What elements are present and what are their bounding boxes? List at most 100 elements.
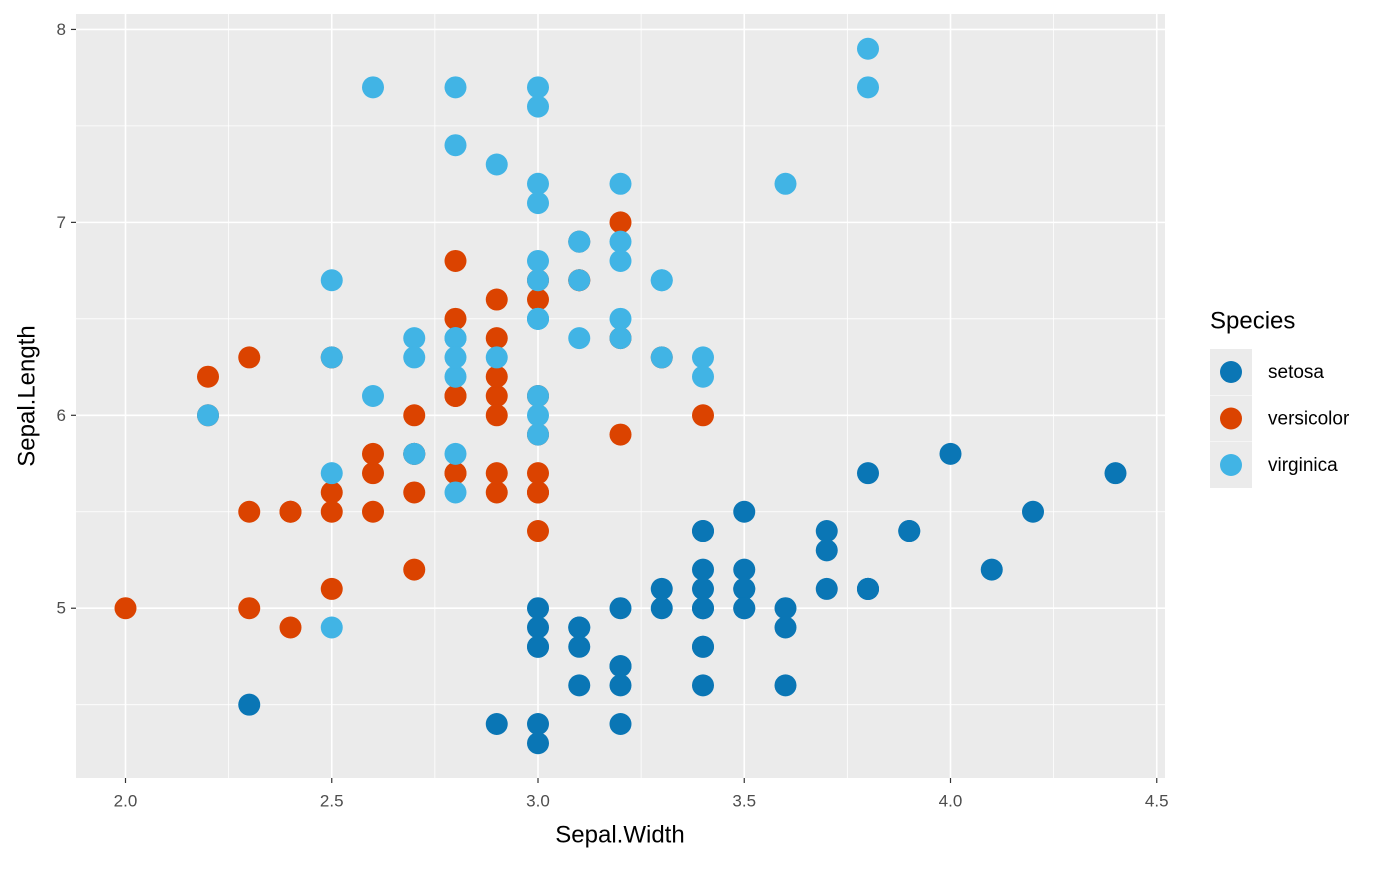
point — [609, 230, 632, 253]
point — [609, 674, 632, 697]
point — [238, 346, 261, 369]
x-tick-label: 3.5 — [732, 791, 756, 810]
x-tick-label: 2.5 — [320, 791, 344, 810]
point — [320, 577, 343, 600]
point — [650, 597, 673, 620]
point — [527, 423, 549, 446]
point — [238, 500, 261, 523]
point — [114, 597, 137, 620]
point — [609, 655, 632, 678]
point — [527, 597, 549, 620]
point — [774, 616, 797, 639]
point — [1104, 462, 1127, 485]
panel-background — [76, 14, 1165, 778]
point — [857, 37, 879, 60]
point — [444, 76, 467, 99]
point — [279, 616, 302, 639]
legend: Species setosa versicolor virginica — [1210, 307, 1350, 488]
point — [527, 288, 549, 311]
x-tick-label: 2.0 — [114, 791, 138, 810]
point — [403, 558, 426, 581]
point — [857, 462, 879, 485]
y-tick-label: 5 — [57, 599, 66, 618]
point — [444, 365, 467, 388]
point — [692, 365, 714, 388]
point — [403, 327, 426, 350]
point — [609, 597, 632, 620]
point — [527, 269, 549, 292]
y-tick-label: 7 — [57, 213, 66, 232]
point — [485, 365, 508, 388]
point — [527, 76, 549, 99]
point — [485, 288, 508, 311]
point — [362, 500, 384, 523]
point — [527, 616, 549, 639]
point — [692, 558, 714, 581]
legend-title: Species — [1210, 307, 1295, 334]
point — [444, 462, 467, 485]
point — [774, 597, 797, 620]
point — [362, 462, 384, 485]
point — [650, 346, 673, 369]
legend-label: versicolor — [1268, 409, 1350, 430]
x-axis-title: Sepal.Width — [555, 821, 684, 848]
point — [568, 327, 591, 350]
point — [403, 442, 426, 465]
point — [527, 732, 549, 755]
point — [362, 442, 384, 465]
legend-label: virginica — [1268, 455, 1338, 476]
point — [815, 520, 838, 543]
point — [939, 442, 962, 465]
point — [527, 520, 549, 543]
point — [568, 269, 591, 292]
point — [609, 211, 632, 234]
point — [815, 539, 838, 562]
point — [320, 481, 343, 504]
point — [197, 365, 219, 388]
legend-key — [1220, 407, 1242, 430]
point — [609, 172, 632, 195]
point — [733, 500, 756, 523]
point — [692, 674, 714, 697]
point — [568, 230, 591, 253]
point — [444, 481, 467, 504]
point — [485, 462, 508, 485]
point — [733, 577, 756, 600]
point — [609, 423, 632, 446]
point — [485, 153, 508, 176]
point — [857, 577, 879, 600]
point — [568, 616, 591, 639]
point — [485, 404, 508, 427]
point — [568, 635, 591, 658]
point — [485, 346, 508, 369]
point — [527, 307, 549, 330]
point — [527, 95, 549, 118]
y-tick-label: 6 — [57, 406, 66, 425]
point — [733, 597, 756, 620]
point — [238, 597, 261, 620]
point — [1022, 500, 1044, 523]
point — [320, 346, 343, 369]
y-axis-title: Sepal.Length — [13, 325, 40, 466]
point — [320, 269, 343, 292]
legend-key — [1220, 454, 1242, 476]
point — [197, 404, 219, 427]
legend-key — [1220, 361, 1242, 383]
point — [692, 404, 714, 427]
point — [444, 346, 467, 369]
y-tick-label: 8 — [57, 20, 66, 39]
point — [279, 500, 302, 523]
point — [527, 172, 549, 195]
point — [857, 76, 879, 99]
point — [815, 577, 838, 600]
point — [609, 712, 632, 735]
point — [650, 577, 673, 600]
point — [485, 481, 508, 504]
point — [403, 481, 426, 504]
point — [320, 500, 343, 523]
point — [692, 635, 714, 658]
point — [568, 674, 591, 697]
point — [485, 712, 508, 735]
point — [444, 442, 467, 465]
point — [733, 558, 756, 581]
